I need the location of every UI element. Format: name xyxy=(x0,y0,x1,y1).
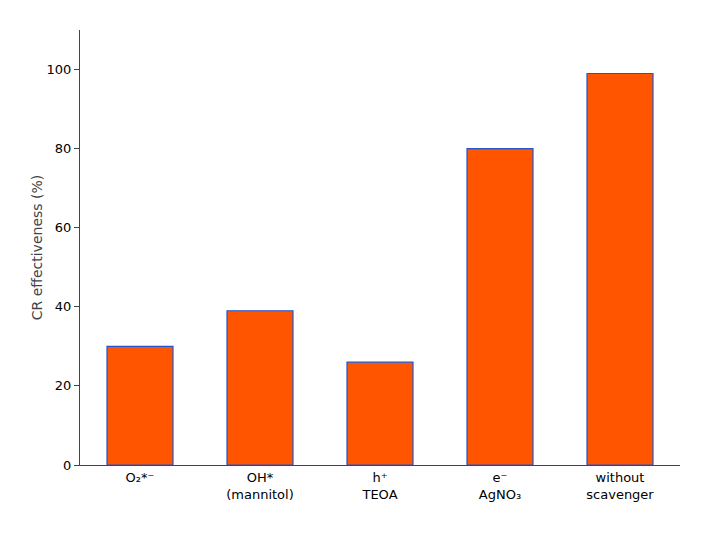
svg-text:60: 60 xyxy=(55,220,72,235)
svg-text:80: 80 xyxy=(55,141,72,156)
svg-text:100: 100 xyxy=(47,62,72,77)
svg-text:O₂*⁻: O₂*⁻ xyxy=(126,470,155,485)
svg-text:CR effectiveness (%): CR effectiveness (%) xyxy=(29,175,45,321)
svg-text:withoutscavenger: withoutscavenger xyxy=(586,470,654,502)
svg-text:0: 0 xyxy=(63,458,71,473)
svg-text:h⁺TEOA: h⁺TEOA xyxy=(361,470,397,502)
svg-text:OH*(mannitol): OH*(mannitol) xyxy=(226,470,294,502)
svg-text:e⁻AgNO₃: e⁻AgNO₃ xyxy=(479,470,521,502)
svg-text:40: 40 xyxy=(55,299,72,314)
svg-text:20: 20 xyxy=(55,378,72,393)
